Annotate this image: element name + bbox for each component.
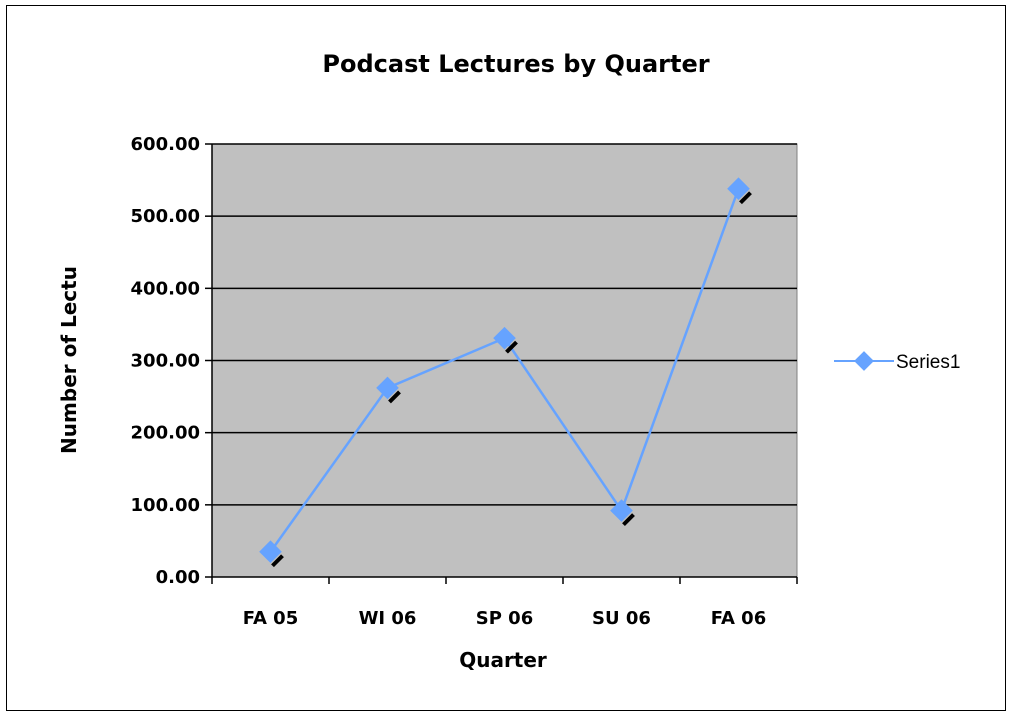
x-axis-title: Quarter (459, 648, 547, 672)
data-point-shadow (388, 390, 401, 404)
y-tick-label: 600.00 (131, 134, 200, 155)
data-point (493, 326, 516, 350)
y-tick-label: 0.00 (156, 567, 200, 588)
y-tick-label: 100.00 (131, 495, 200, 516)
data-point-shadow (739, 191, 752, 205)
y-tick-label: 500.00 (131, 206, 200, 227)
x-tick-label: FA 05 (243, 608, 298, 629)
x-tick-label: SU 06 (592, 608, 651, 629)
y-tick-label: 300.00 (131, 351, 200, 372)
plot-area: 0.00 100.00 200.00 300.00 400.00 500.00 600.00… (131, 134, 798, 629)
legend-marker (854, 351, 874, 371)
legend: Series1 (834, 351, 960, 373)
y-tick-label: 400.00 (131, 278, 200, 299)
y-tick-label: 200.00 (131, 423, 200, 444)
data-point-shadow (622, 513, 635, 527)
x-tick-label: WI 06 (359, 608, 417, 629)
data-point (259, 540, 282, 564)
data-point (610, 499, 633, 522)
legend-label: Series1 (896, 352, 960, 373)
chart-title: Podcast Lectures by Quarter (322, 50, 709, 78)
x-tick-label: SP 06 (476, 608, 533, 629)
x-tick-label: FA 06 (711, 608, 766, 629)
y-axis-title: Number of Lectu (57, 266, 81, 454)
data-point-shadow (505, 340, 518, 354)
data-point-shadow (271, 554, 284, 568)
data-point (376, 376, 399, 400)
